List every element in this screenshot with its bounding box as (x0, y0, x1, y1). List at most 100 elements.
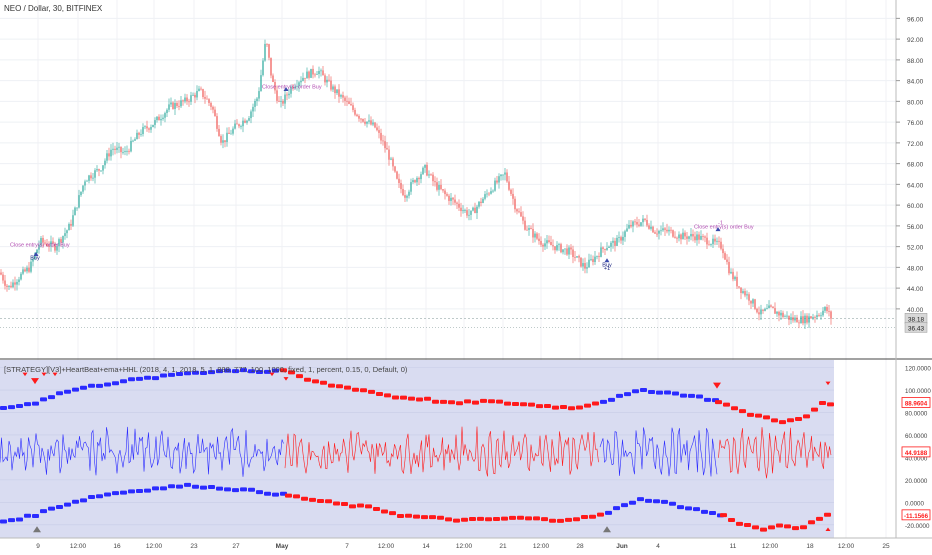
candle-body (792, 317, 794, 321)
candle-body (442, 189, 444, 191)
candle-body (404, 195, 406, 198)
candle-body (262, 60, 264, 76)
indicator-step (568, 406, 575, 411)
candle-body (138, 132, 140, 135)
candle-body (106, 153, 108, 161)
indicator-step (304, 377, 311, 382)
time-tick-label: 4 (656, 543, 660, 550)
candle-body (468, 214, 470, 216)
indicator-step (520, 402, 527, 407)
candle-body (232, 128, 234, 134)
indicator-step (808, 520, 815, 525)
candle-body (90, 175, 92, 179)
candle-body (156, 116, 158, 121)
indicator-step (731, 406, 738, 411)
indicator-step (787, 418, 794, 423)
indicator-step (584, 403, 591, 408)
candle-body (246, 120, 248, 123)
candle-body (366, 121, 368, 124)
indicator-step (429, 515, 436, 520)
candle-body (82, 185, 84, 192)
candle-body (646, 219, 648, 226)
candle-body (588, 259, 590, 268)
candle-body (250, 111, 252, 119)
buy-arrow (33, 251, 39, 256)
indicator-step (669, 501, 676, 506)
candle-body (326, 79, 328, 83)
indicator-step (573, 517, 580, 522)
candle-body (220, 136, 222, 143)
candle-body (558, 244, 560, 246)
candle-body (760, 309, 762, 315)
indicator-step (771, 418, 778, 423)
indicator-step (176, 371, 183, 376)
candle-body (234, 123, 236, 129)
candle-body (166, 109, 168, 114)
price-tick-label: 68.00 (907, 162, 924, 169)
candle-body (394, 166, 396, 172)
candle-body (532, 228, 534, 238)
indicator-step (600, 399, 607, 404)
indicator-step (0, 519, 7, 524)
candle-body (786, 315, 788, 317)
candle-body (574, 256, 576, 258)
candle-body (742, 291, 744, 294)
candle-body (54, 243, 56, 251)
indicator-step (192, 484, 199, 489)
candle-body (432, 174, 434, 182)
price-tick-label: 80.00 (907, 99, 924, 106)
candle-body (544, 243, 546, 247)
candle-body (650, 226, 652, 229)
candle-body (530, 228, 532, 229)
indicator-step (360, 388, 367, 393)
indicator-step (680, 393, 687, 398)
candle-body (688, 236, 690, 239)
indicator-step (661, 499, 668, 504)
indicator-step (677, 505, 684, 510)
indicator-step (608, 397, 615, 402)
time-tick-label: 12:00 (762, 543, 779, 550)
indicator-step (648, 390, 655, 395)
candle-body (334, 86, 336, 94)
candle-body (796, 317, 798, 323)
candle-body (338, 89, 340, 97)
candle-body (482, 198, 484, 203)
candle-body (510, 189, 512, 194)
indicator-step (728, 517, 735, 522)
candle-body (296, 85, 298, 87)
candle-body (40, 238, 42, 245)
candle-body (346, 100, 348, 102)
indicator-step (120, 490, 127, 495)
sell-triangle (41, 372, 47, 377)
candle-body (116, 147, 118, 150)
candle-body (414, 180, 416, 183)
candle-body (784, 316, 786, 318)
indicator-step (384, 393, 391, 398)
candle-body (164, 113, 166, 118)
indicator-oscillator (599, 427, 718, 477)
candle-body (390, 158, 392, 160)
candle-body (0, 272, 2, 275)
candle-body (758, 312, 760, 315)
candle-body (314, 74, 316, 76)
indicator-step (533, 516, 540, 521)
candle-body (112, 148, 114, 150)
indicator-tick-label: 60.0000 (905, 433, 928, 440)
candle-body (370, 120, 372, 125)
candle-body (768, 305, 770, 309)
indicator-step (224, 368, 231, 373)
candle-body (188, 101, 190, 103)
candle-body (244, 120, 246, 123)
indicator-step (496, 399, 503, 404)
indicator-step (336, 384, 343, 389)
indicator-step (136, 376, 143, 381)
indicator-tick-label: 0.0000 (905, 500, 924, 507)
candle-body (376, 127, 378, 131)
candle-body (348, 101, 350, 104)
candle-body (304, 77, 306, 79)
candle-body (536, 233, 538, 239)
indicator-step (416, 397, 423, 402)
candle-body (458, 203, 460, 208)
indicator-step (56, 505, 63, 510)
indicator-oscillator (718, 427, 832, 479)
